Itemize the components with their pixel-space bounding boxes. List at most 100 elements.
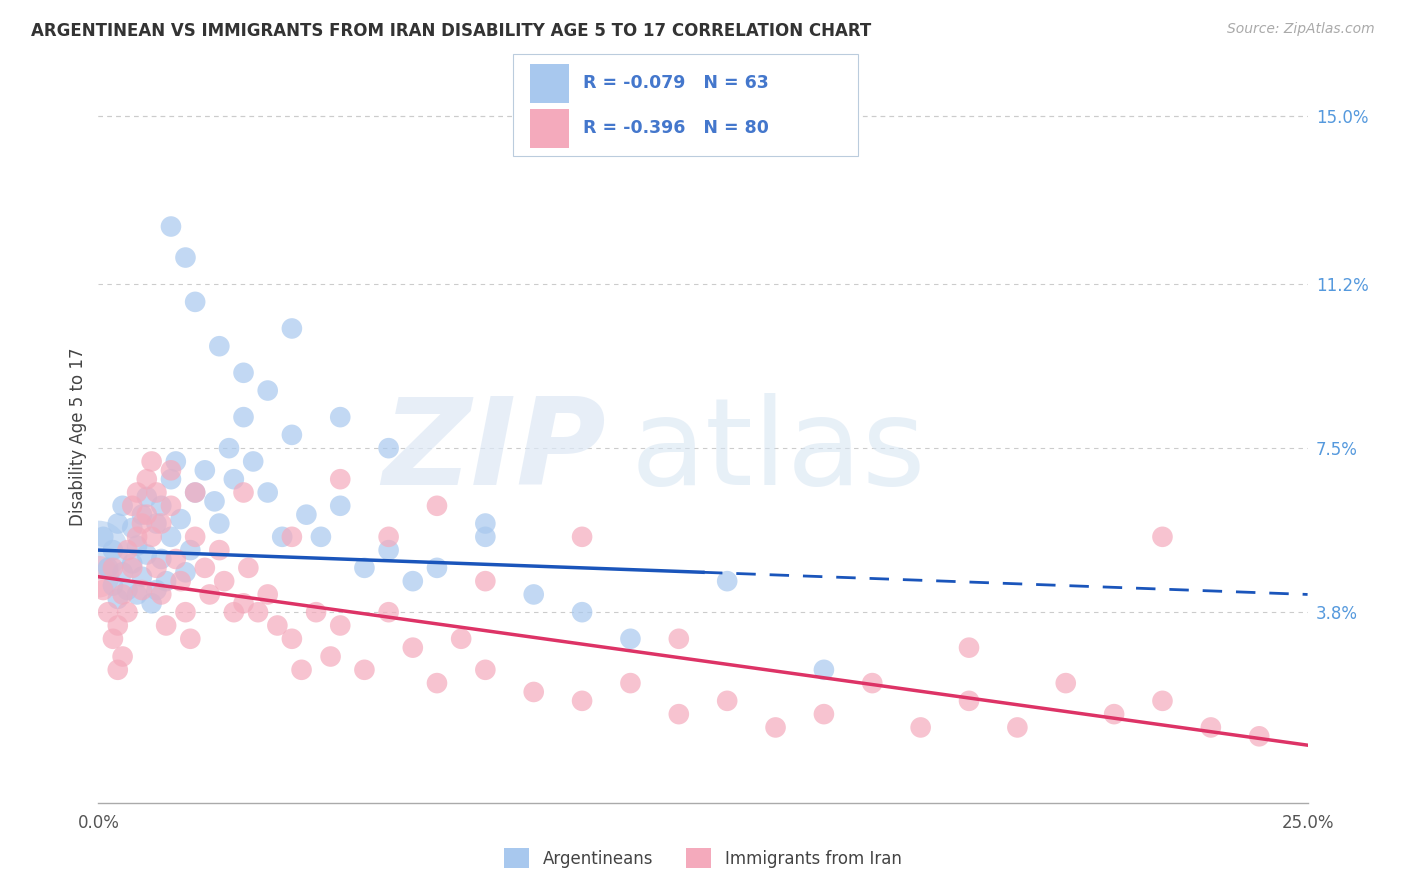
Point bbox=[184, 530, 207, 544]
Point bbox=[281, 530, 304, 544]
Point bbox=[571, 530, 593, 544]
Point bbox=[97, 561, 120, 575]
Point bbox=[141, 596, 163, 610]
Point bbox=[198, 587, 221, 601]
Point bbox=[150, 552, 173, 566]
Point bbox=[169, 574, 191, 589]
Point bbox=[329, 410, 352, 425]
Point bbox=[145, 582, 167, 597]
Point bbox=[668, 707, 690, 722]
Point bbox=[117, 543, 139, 558]
Point bbox=[184, 485, 207, 500]
Point bbox=[131, 508, 153, 522]
Point bbox=[256, 384, 278, 398]
Point bbox=[426, 499, 449, 513]
Point bbox=[107, 663, 129, 677]
Point bbox=[121, 561, 143, 575]
Y-axis label: Disability Age 5 to 17: Disability Age 5 to 17 bbox=[69, 348, 87, 526]
Point bbox=[910, 721, 932, 735]
Point bbox=[111, 499, 134, 513]
Point bbox=[155, 574, 177, 589]
Point bbox=[160, 219, 183, 234]
Point bbox=[450, 632, 472, 646]
Point bbox=[765, 721, 787, 735]
Point bbox=[141, 530, 163, 544]
Point bbox=[141, 454, 163, 468]
Point bbox=[329, 472, 352, 486]
Point bbox=[131, 570, 153, 584]
Point bbox=[377, 441, 399, 455]
Point bbox=[256, 587, 278, 601]
Point bbox=[571, 605, 593, 619]
Point bbox=[256, 485, 278, 500]
Point bbox=[232, 366, 254, 380]
Point bbox=[290, 663, 312, 677]
Point bbox=[238, 561, 260, 575]
Point bbox=[208, 543, 231, 558]
Point bbox=[101, 543, 124, 558]
Point bbox=[179, 543, 201, 558]
Point bbox=[295, 508, 318, 522]
Point bbox=[1054, 676, 1077, 690]
Point bbox=[121, 521, 143, 535]
Point bbox=[160, 472, 183, 486]
Point bbox=[309, 530, 332, 544]
Point bbox=[121, 499, 143, 513]
Text: ARGENTINEAN VS IMMIGRANTS FROM IRAN DISABILITY AGE 5 TO 17 CORRELATION CHART: ARGENTINEAN VS IMMIGRANTS FROM IRAN DISA… bbox=[31, 22, 872, 40]
Point bbox=[91, 530, 114, 544]
Point bbox=[127, 539, 149, 553]
Point bbox=[281, 321, 304, 335]
Point bbox=[1199, 721, 1222, 735]
Point bbox=[1007, 721, 1029, 735]
Point bbox=[212, 574, 235, 589]
Point bbox=[150, 516, 173, 531]
Point bbox=[117, 582, 139, 597]
Point bbox=[155, 618, 177, 632]
Point bbox=[426, 561, 449, 575]
Point bbox=[813, 707, 835, 722]
Point bbox=[377, 605, 399, 619]
Point bbox=[160, 463, 183, 477]
Text: R = -0.396   N = 80: R = -0.396 N = 80 bbox=[583, 120, 769, 137]
Point bbox=[1249, 729, 1271, 743]
Point bbox=[813, 663, 835, 677]
Point bbox=[619, 632, 641, 646]
Point bbox=[232, 410, 254, 425]
Point bbox=[232, 485, 254, 500]
Point bbox=[127, 485, 149, 500]
Point bbox=[165, 552, 187, 566]
Point bbox=[131, 516, 153, 531]
Point bbox=[474, 574, 496, 589]
Point bbox=[174, 566, 197, 580]
Point bbox=[169, 512, 191, 526]
Point bbox=[87, 543, 110, 558]
Point bbox=[131, 582, 153, 597]
Point bbox=[87, 570, 110, 584]
Point bbox=[218, 441, 240, 455]
Text: ZIP: ZIP bbox=[382, 393, 606, 510]
Point bbox=[281, 632, 304, 646]
Point bbox=[353, 561, 375, 575]
Text: R = -0.079   N = 63: R = -0.079 N = 63 bbox=[583, 74, 769, 92]
Point bbox=[145, 516, 167, 531]
Point bbox=[222, 605, 245, 619]
Point bbox=[174, 605, 197, 619]
Point bbox=[474, 516, 496, 531]
Point bbox=[402, 640, 425, 655]
Point bbox=[145, 485, 167, 500]
Point bbox=[135, 472, 157, 486]
Point bbox=[184, 294, 207, 309]
Legend: Argentineans, Immigrants from Iran: Argentineans, Immigrants from Iran bbox=[498, 841, 908, 875]
Point bbox=[208, 339, 231, 353]
Point bbox=[957, 640, 980, 655]
Point bbox=[127, 530, 149, 544]
Point bbox=[523, 587, 546, 601]
Point bbox=[1152, 694, 1174, 708]
Point bbox=[165, 454, 187, 468]
Point bbox=[135, 490, 157, 504]
Point bbox=[150, 499, 173, 513]
Point bbox=[222, 472, 245, 486]
Point bbox=[135, 548, 157, 562]
Point bbox=[145, 561, 167, 575]
Point bbox=[1102, 707, 1125, 722]
